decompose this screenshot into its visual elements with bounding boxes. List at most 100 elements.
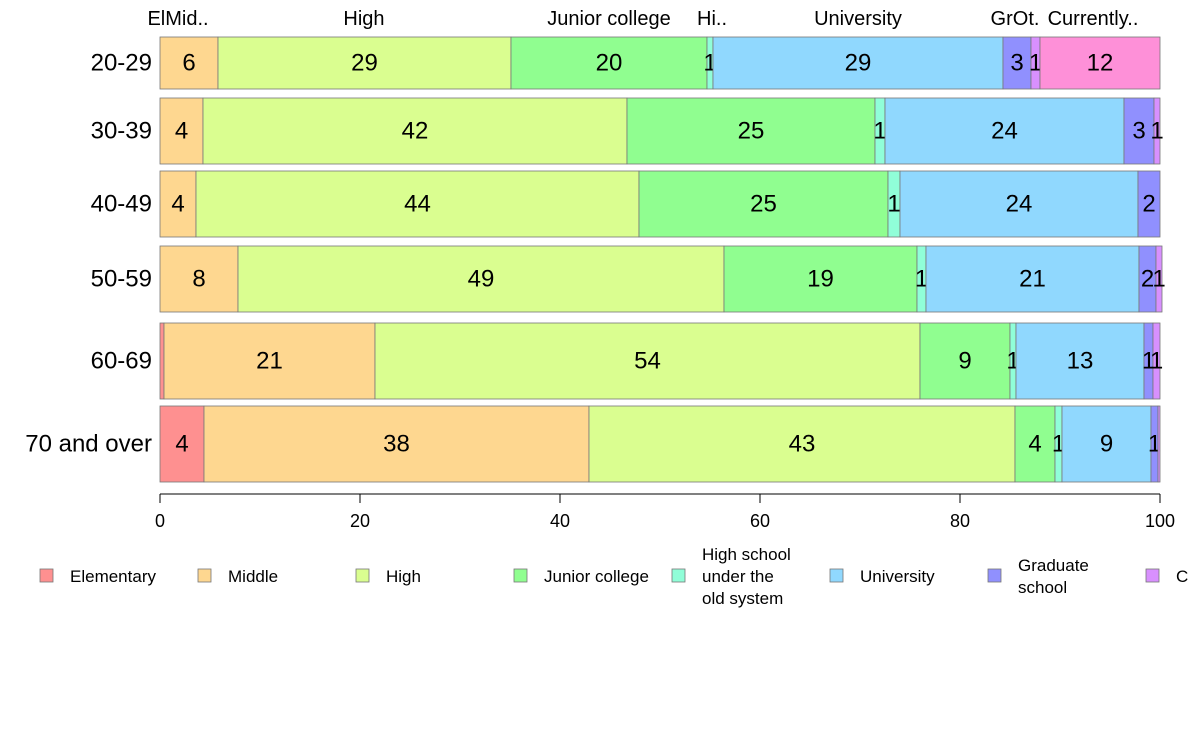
x-tick-label: 20 [350,511,370,531]
bar-segment [203,405,590,483]
bar-segment [163,322,376,400]
bar-segment [510,36,708,90]
data-label: 3 [1010,50,1023,77]
bar-segment [159,36,219,90]
x-axis: 0 20 40 60 80 100 [155,493,1175,531]
legend-swatch [513,568,528,583]
data-label: 29 [845,50,872,77]
top-category-label: Hi.. [697,8,727,30]
bar-segment [159,322,165,400]
bar-segment [1157,405,1161,483]
data-label: 1 [915,266,928,293]
category-label: 30-39 [91,118,152,145]
bar-segment [884,97,1125,165]
data-label: 1 [1150,118,1163,145]
data-label: 9 [1100,431,1113,458]
data-label: 1 [873,118,886,145]
legend-label: Graduate school [1018,556,1089,597]
legend-label: University [860,567,935,586]
data-label: 3 [1132,118,1145,145]
data-label: 13 [1067,348,1094,375]
legend-label: Middle [228,567,278,586]
data-label: 49 [468,266,495,293]
legend-swatch [39,568,54,583]
top-category-label: GrOt. [991,8,1040,30]
bar-segment [1014,405,1056,483]
bar-segment [374,322,921,400]
data-label: 9 [958,348,971,375]
data-label: 12 [1087,50,1114,77]
data-label: 24 [991,118,1018,145]
bar-segment [919,322,1011,400]
top-category-label: High [343,8,384,30]
data-label: 20 [596,50,623,77]
bar-segment [217,36,512,90]
bar-segment [1152,322,1161,400]
data-label: 43 [789,431,816,458]
legend-swatch [829,568,844,583]
data-label: 1 [1152,266,1165,293]
bar-segment [899,170,1139,238]
data-label: 25 [750,191,777,218]
data-label: 4 [175,431,188,458]
legend-label: High [386,567,421,586]
top-category-label: University [814,8,902,30]
bar-segment [1039,36,1161,90]
data-label: 2 [1141,266,1154,293]
bar-segment [1155,245,1163,313]
bars: 6 29 20 1 29 3 1 124 42 25 1 24 3 14 44 25 1 24 28 49 19 1 21 2… [159,36,1166,483]
category-label: 40-49 [91,191,152,218]
data-label: 38 [383,431,410,458]
top-category-labels: ElMid.. High Junior college Hi.. University G… [147,8,1138,30]
data-label: 21 [1019,266,1046,293]
row-labels: 20-29 30-39 40-49 50-59 60-69 70 and over [25,50,152,458]
x-tick-label: 0 [155,511,165,531]
legend-label: Elementary [70,567,156,586]
bar-segment [195,170,640,238]
data-label: 54 [634,348,661,375]
category-label: 70 and over [25,431,152,458]
bar-segment [588,405,1016,483]
data-label: 19 [807,266,834,293]
bar-segment [159,97,204,165]
data-label: 1 [1150,348,1163,375]
legend: Elementary Middle High Junior college High s… [39,545,1188,608]
bar-segment [1002,36,1032,90]
bar-segment [159,245,239,313]
legend-label: C [1176,567,1188,586]
x-tick-label: 40 [550,511,570,531]
bar-segment [712,36,1004,90]
data-label: 8 [192,266,205,293]
data-label: 1 [887,191,900,218]
x-tick-label: 100 [1145,511,1175,531]
x-tick-label: 60 [750,511,770,531]
bar-segment [638,170,889,238]
data-label: 24 [1006,191,1033,218]
data-label: 42 [402,118,429,145]
data-label: 2 [1142,191,1155,218]
data-label: 25 [738,118,765,145]
data-label: 29 [351,50,378,77]
legend-swatch [987,568,1002,583]
data-label: 1 [1029,50,1042,77]
legend-label: Junior college [544,567,649,586]
category-label: 50-59 [91,266,152,293]
top-category-label: Currently.. [1048,8,1139,30]
data-label: 44 [404,191,431,218]
data-label: 1 [1142,348,1155,375]
legend-swatch [1145,568,1160,583]
category-label: 20-29 [91,50,152,77]
data-label: 4 [1028,431,1041,458]
data-label: 4 [171,191,184,218]
bar-segment [1061,405,1152,483]
legend-label: High school under the old system [702,545,791,608]
bar-segment [1123,97,1155,165]
bar-segment [1015,322,1145,400]
bar-segment [159,170,197,238]
bar-segment [202,97,628,165]
bar-segment [1153,97,1161,165]
bar-segment [159,405,205,483]
bar-segment [925,245,1140,313]
category-label: 60-69 [91,348,152,375]
top-category-label: ElMid.. [147,8,208,30]
